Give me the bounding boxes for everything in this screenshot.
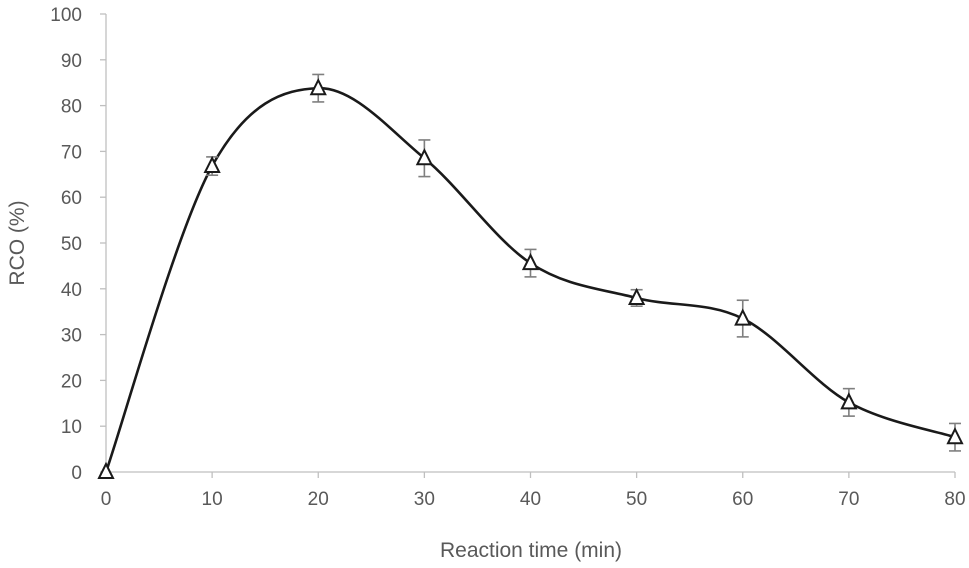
x-tick-label: 70 xyxy=(838,489,859,510)
tick-labels: 0 10 20 30 40 50 60 70 80 90 100 0 10 20 30 40 50 60 70 80 xyxy=(50,5,965,510)
x-tick-label: 80 xyxy=(944,489,965,510)
y-tick-label: 70 xyxy=(61,142,82,163)
y-tick-label: 80 xyxy=(61,97,82,118)
y-tick-label: 100 xyxy=(50,5,82,26)
x-tick-label: 40 xyxy=(520,489,541,510)
smooth-line-layer xyxy=(104,86,956,473)
x-tick-label: 10 xyxy=(202,489,223,510)
y-axis-title: RCO (%) xyxy=(6,200,29,285)
series-line xyxy=(104,86,956,473)
data-point xyxy=(309,77,327,96)
y-tick-label: 20 xyxy=(61,371,82,392)
data-point xyxy=(415,148,433,166)
x-tick-label: 20 xyxy=(308,489,329,510)
data-point xyxy=(521,252,540,271)
markers xyxy=(97,77,964,479)
data-point xyxy=(946,426,964,445)
data-point xyxy=(628,287,646,305)
y-tick-label: 50 xyxy=(61,234,82,255)
data-point xyxy=(734,308,752,326)
data-point xyxy=(97,461,115,479)
y-tick-label: 10 xyxy=(61,417,82,438)
y-tick-label: 0 xyxy=(71,463,82,484)
x-tick-label: 0 xyxy=(101,489,112,510)
y-tick-label: 40 xyxy=(61,280,82,301)
x-tick-label: 50 xyxy=(626,489,647,510)
data-point xyxy=(203,155,221,174)
x-tick-label: 60 xyxy=(732,489,753,510)
x-axis-title: Reaction time (min) xyxy=(440,539,622,562)
x-tick-label: 30 xyxy=(414,489,435,510)
y-tick-label: 30 xyxy=(61,326,82,347)
axes xyxy=(100,13,956,478)
y-tick-label: 90 xyxy=(61,51,82,72)
data-point xyxy=(840,392,858,410)
y-tick-label: 60 xyxy=(61,188,82,209)
